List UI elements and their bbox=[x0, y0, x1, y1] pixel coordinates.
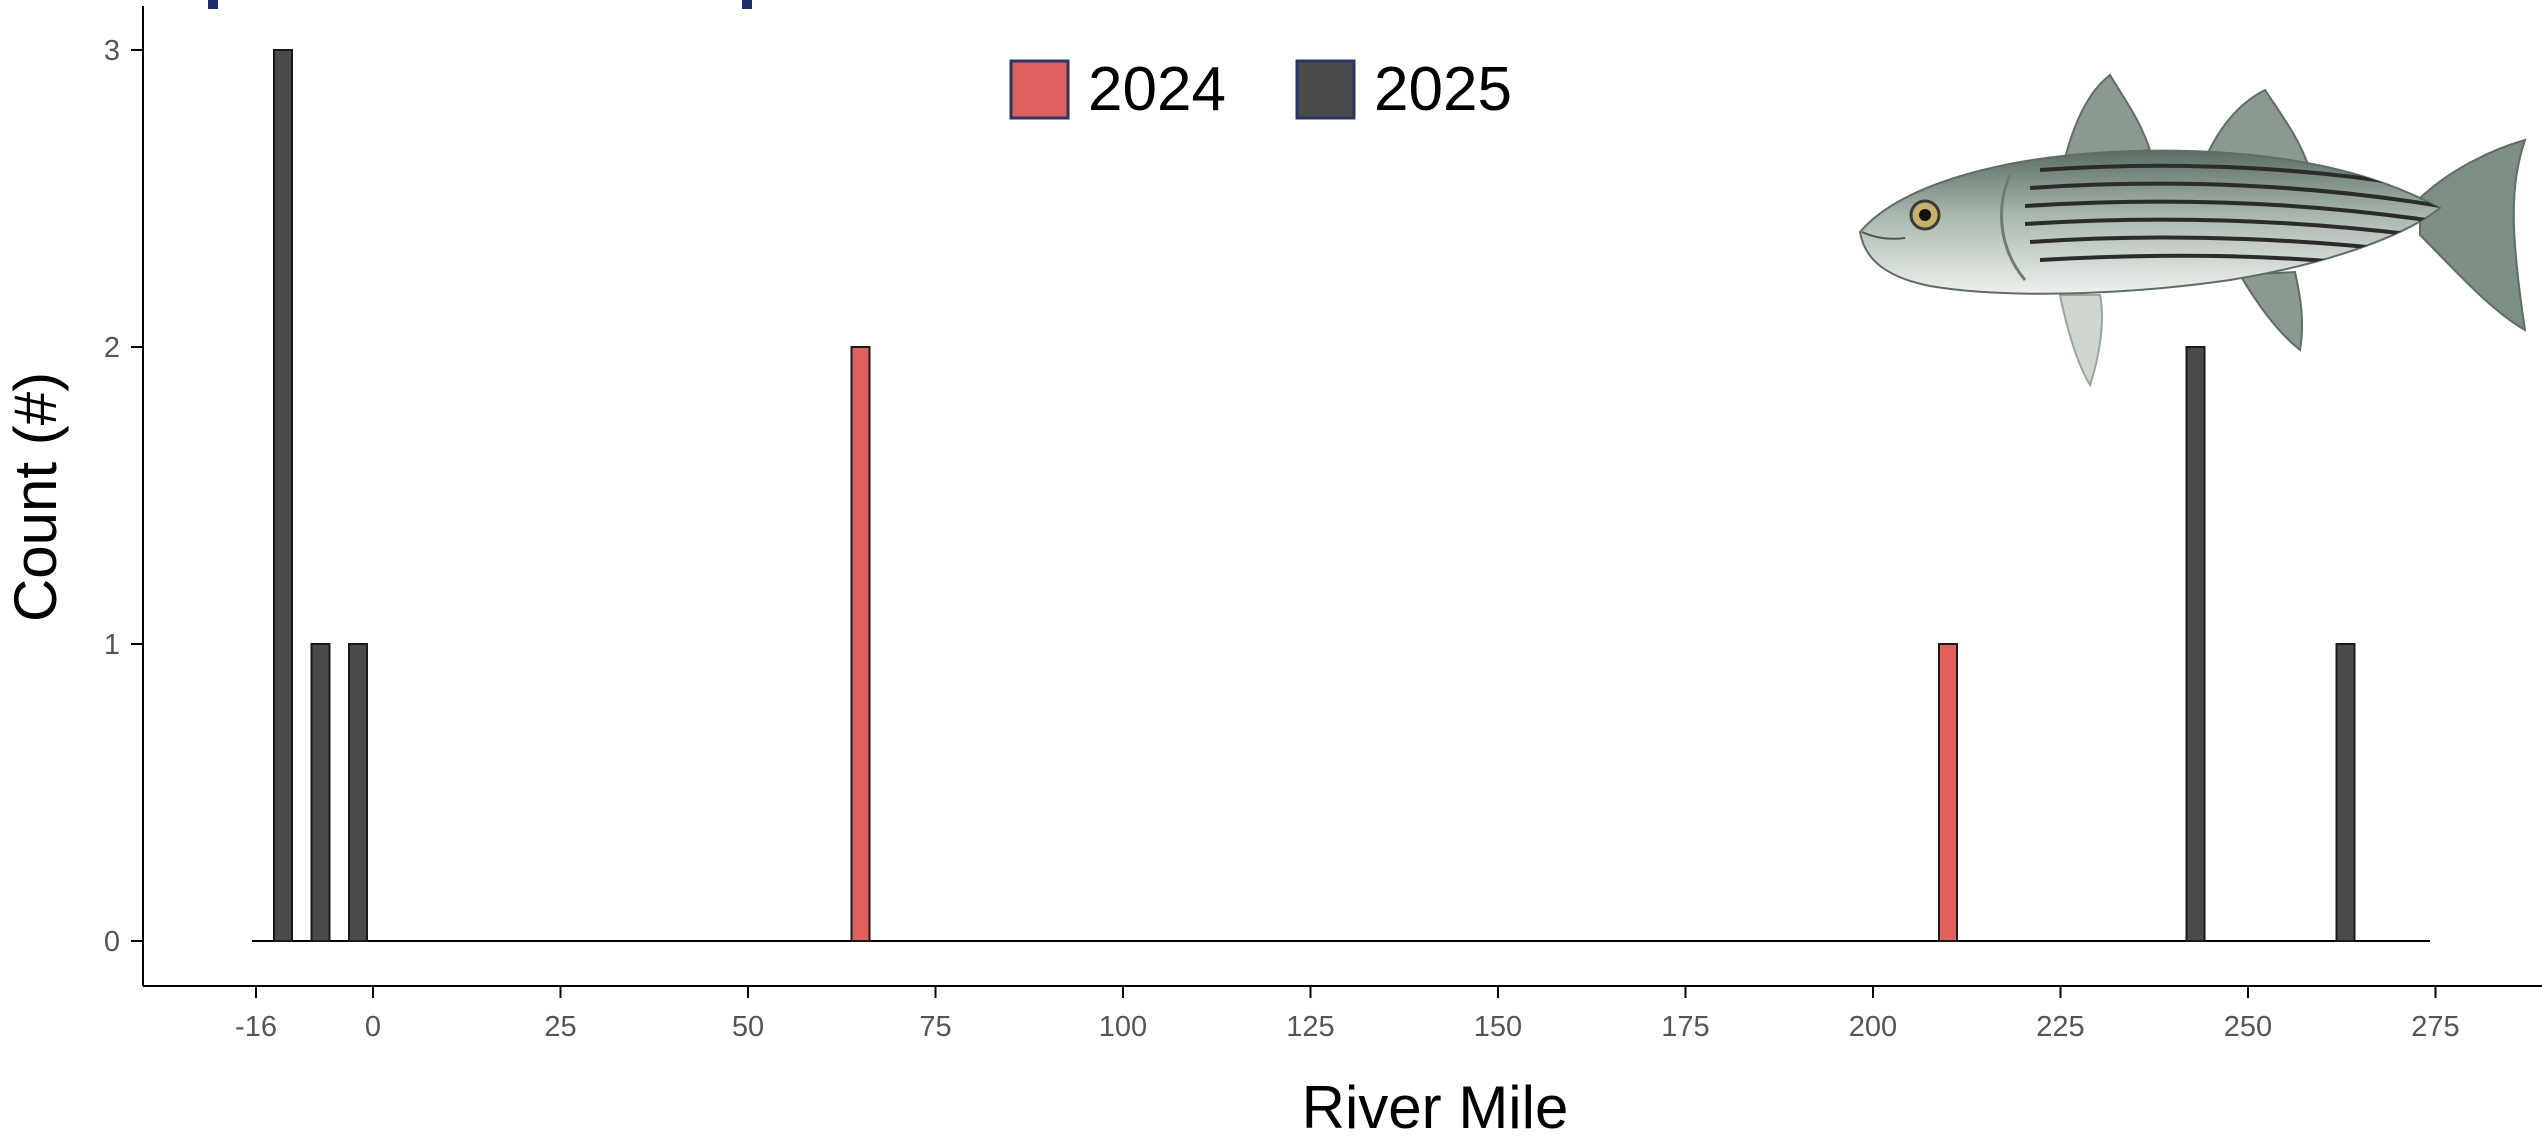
x-tick-label: 100 bbox=[1099, 1011, 1147, 1043]
y-tick-label: 0 bbox=[104, 926, 120, 958]
x-tick-label: 125 bbox=[1286, 1011, 1334, 1043]
x-tick-label: -16 bbox=[235, 1011, 277, 1043]
x-tick-label: 0 bbox=[365, 1011, 381, 1043]
bar-2025 bbox=[348, 643, 368, 942]
striped-bass-illustration bbox=[1858, 73, 2527, 388]
legend-label-2024: 2024 bbox=[1088, 55, 1226, 124]
x-tick-label: 275 bbox=[2411, 1011, 2459, 1043]
x-tick-label: 50 bbox=[732, 1011, 764, 1043]
bars bbox=[273, 49, 2356, 942]
x-tick-label: 175 bbox=[1661, 1011, 1709, 1043]
x-tick-label: 200 bbox=[1849, 1011, 1897, 1043]
y-tick-label: 2 bbox=[104, 332, 120, 364]
x-ticks: -16 0 25 50 75 100 125 150 175 200 225 250 275 bbox=[235, 986, 2460, 1043]
x-tick-label: 75 bbox=[919, 1011, 951, 1043]
bar-2025 bbox=[310, 643, 331, 942]
legend-swatch-2024 bbox=[1009, 59, 1070, 120]
bar-2024 bbox=[850, 346, 871, 942]
x-tick-label: 250 bbox=[2224, 1011, 2272, 1043]
y-ticks: 0 1 2 3 bbox=[104, 35, 143, 958]
legend: 2024 2025 bbox=[1009, 55, 1512, 124]
legend-label-2025: 2025 bbox=[1374, 55, 1512, 124]
bar-2025 bbox=[2335, 643, 2356, 942]
bar-2025 bbox=[273, 49, 293, 942]
x-tick-label: 225 bbox=[2036, 1011, 2084, 1043]
bar-2025 bbox=[2185, 346, 2206, 942]
x-tick-label: 150 bbox=[1474, 1011, 1522, 1043]
legend-swatch-2025 bbox=[1295, 59, 1356, 120]
bar-2024 bbox=[1938, 643, 1958, 942]
title-remnant bbox=[208, 0, 218, 9]
x-axis-title: River Mile bbox=[1302, 1074, 1569, 1137]
title-remnant bbox=[742, 0, 752, 9]
y-axis-title: Count (#) bbox=[2, 372, 69, 622]
x-tick-label: 25 bbox=[544, 1011, 576, 1043]
y-tick-label: 1 bbox=[104, 629, 120, 661]
y-tick-label: 3 bbox=[104, 35, 120, 67]
